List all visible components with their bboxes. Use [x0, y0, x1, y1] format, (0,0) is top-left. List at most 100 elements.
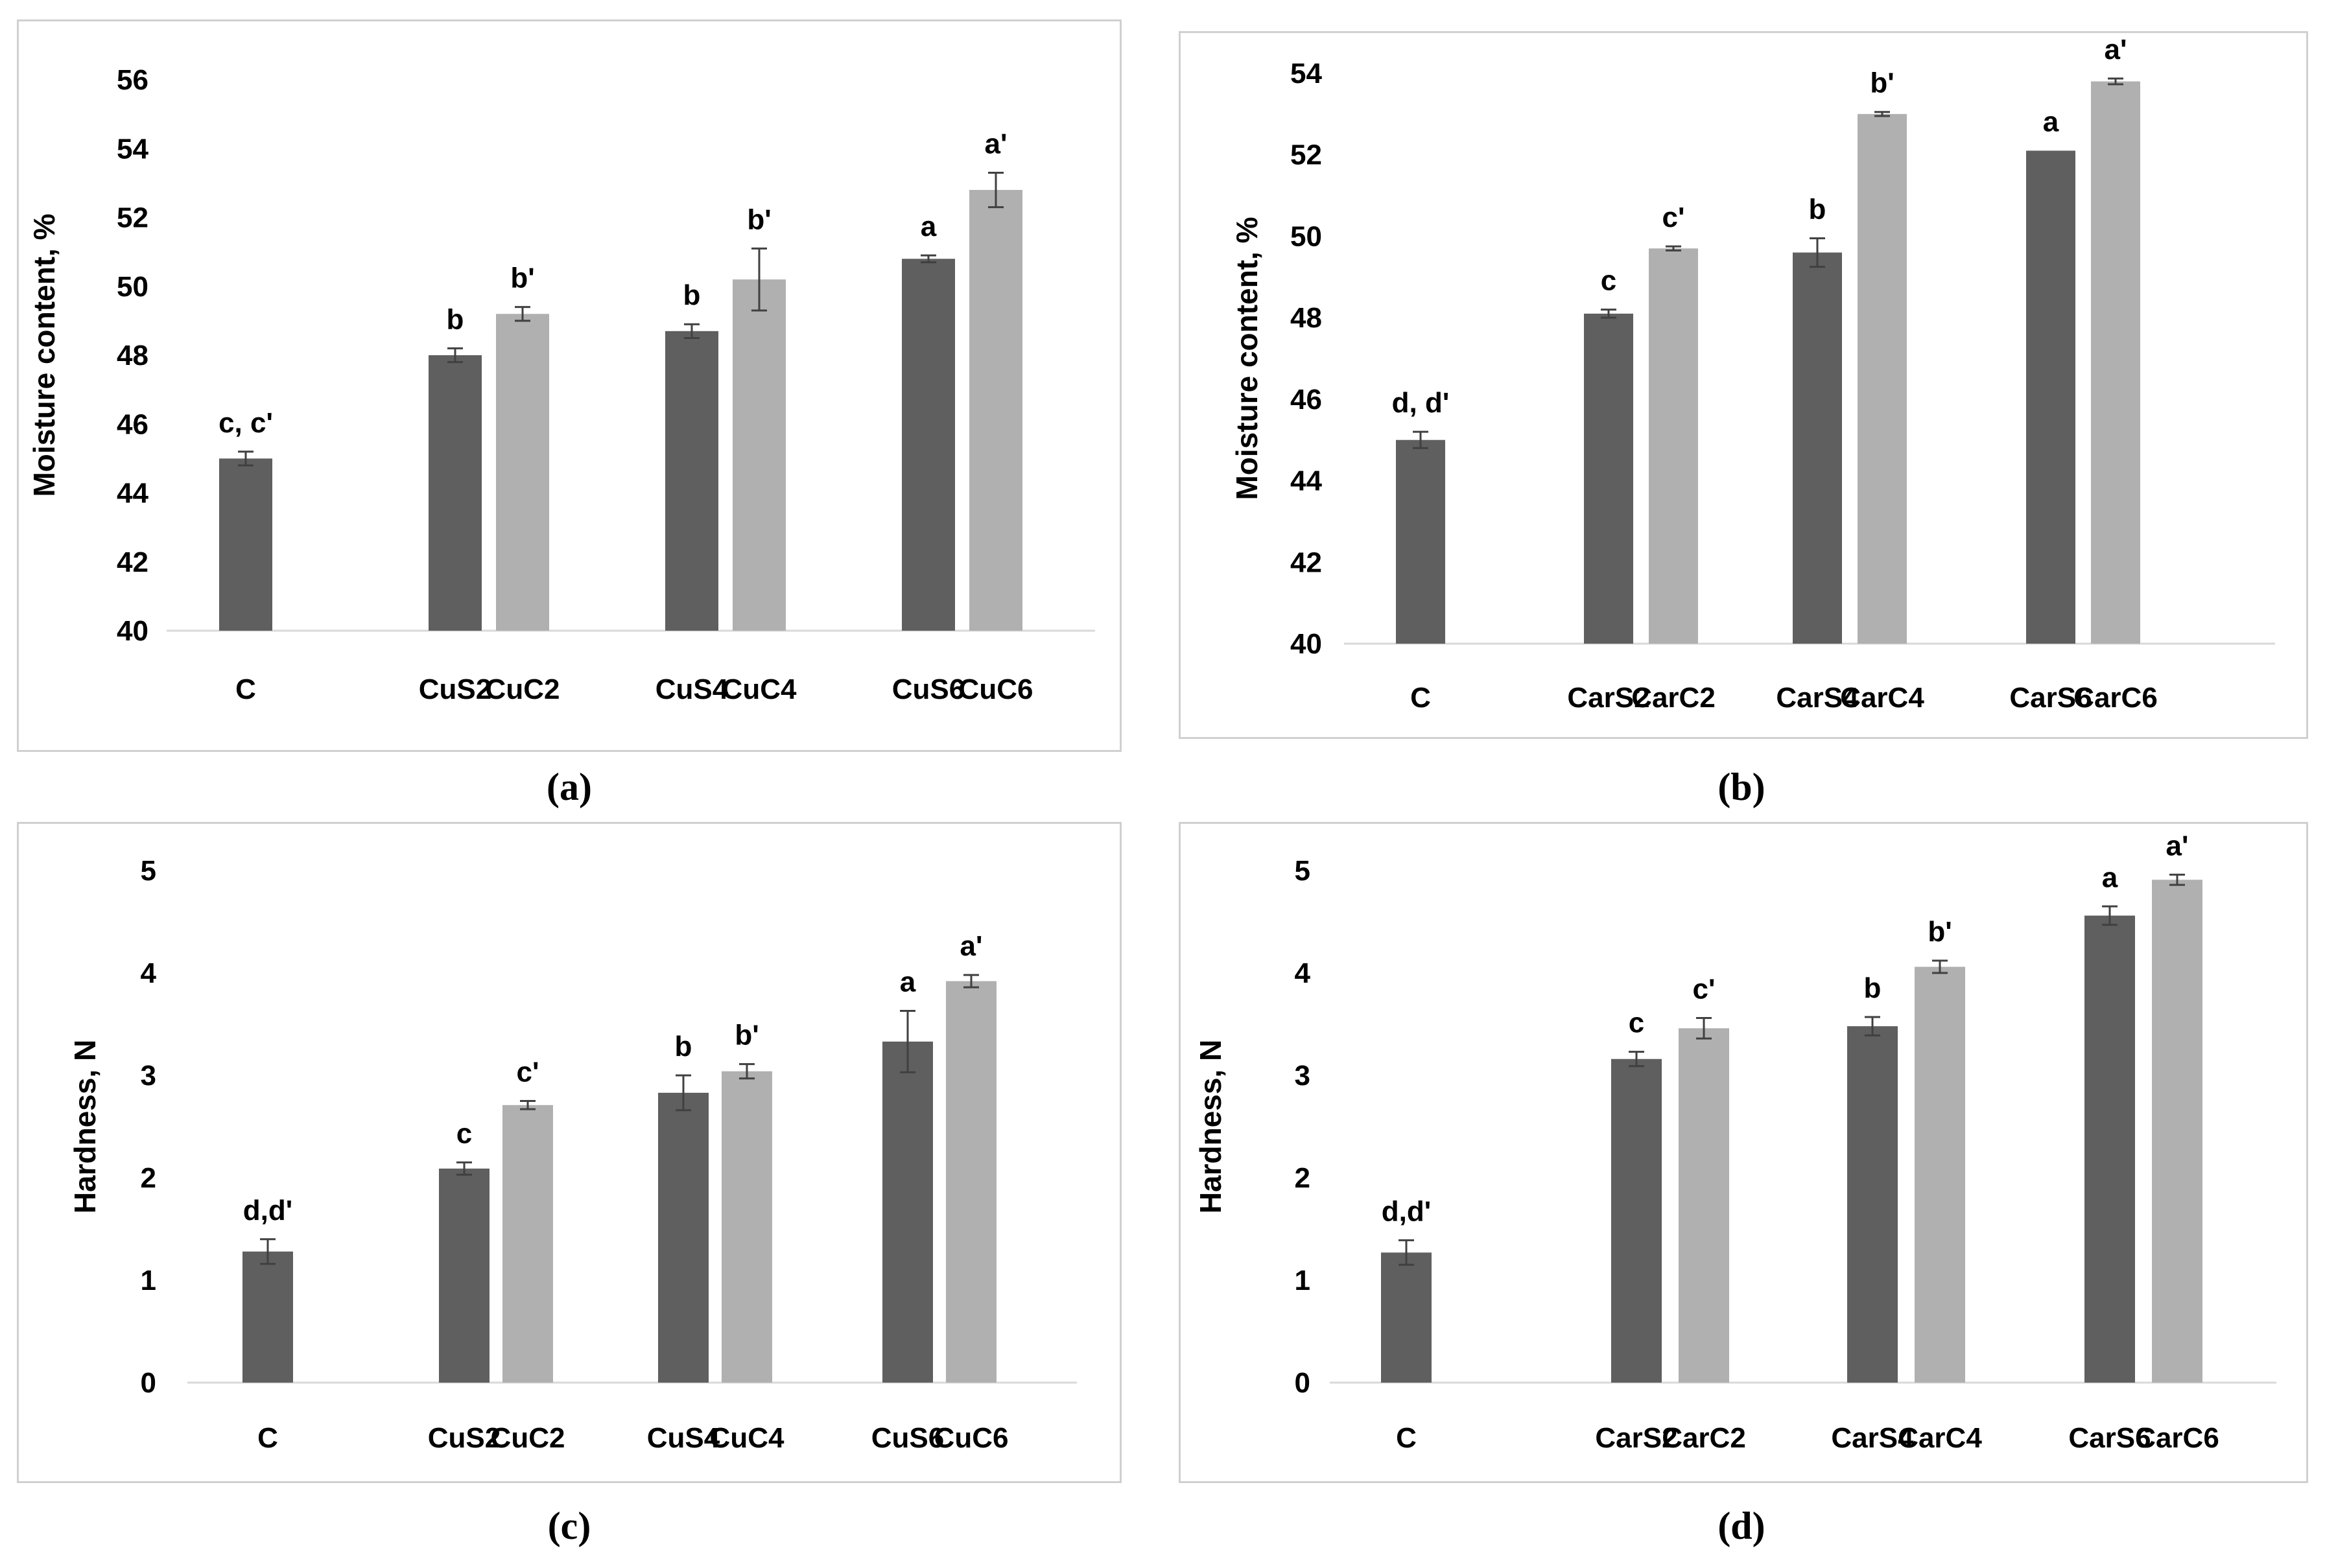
x-tick-label: C	[235, 673, 256, 705]
error-bar-carc2	[1666, 245, 1681, 252]
x-tick-label: CarC6	[2135, 1422, 2219, 1454]
y-tick-label: 5	[141, 855, 156, 887]
bar-cuc2	[502, 1105, 553, 1383]
error-bar-carc4	[1932, 959, 1948, 974]
bar-cus4	[665, 331, 718, 631]
significance-letter: d,d'	[243, 1195, 292, 1226]
x-tick-label: CuS2	[428, 1422, 501, 1454]
significance-letter: b'	[1870, 67, 1894, 99]
error-bar-cus6	[921, 254, 936, 264]
x-tick-label: CarC2	[1631, 682, 1716, 714]
y-axis-label: Moisture content, %	[27, 213, 61, 497]
y-axis-label: Hardness, N	[1194, 1040, 1227, 1213]
error-bar-cars2	[1629, 1051, 1644, 1068]
y-tick-label: 5	[1295, 855, 1310, 887]
bar-cars2	[1611, 1059, 1662, 1383]
significance-letter: a'	[2166, 830, 2189, 861]
y-tick-label: 1	[141, 1265, 156, 1296]
bar-cars2	[1584, 313, 1633, 644]
y-tick-label: 52	[117, 202, 148, 234]
significance-letter: c'	[1693, 974, 1716, 1005]
error-bar-cuc4	[739, 1063, 755, 1080]
x-tick-label: C	[1410, 682, 1431, 714]
x-tick-label: C	[257, 1422, 278, 1454]
bar-cus4	[658, 1092, 709, 1383]
x-tick-label: CuC6	[934, 1422, 1009, 1454]
error-bar-c	[260, 1238, 276, 1265]
significance-letter: b	[1809, 194, 1826, 226]
bar-cuc4	[722, 1071, 772, 1383]
error-bar-cus4	[684, 323, 700, 339]
error-bar-cars6	[2102, 905, 2118, 926]
bar-cus2	[439, 1168, 490, 1383]
x-tick-label: CuC2	[486, 673, 560, 705]
bar-cuc6	[946, 981, 997, 1383]
error-bar-carc6	[2108, 77, 2123, 86]
error-bar-carc2	[1696, 1017, 1712, 1040]
moisture-chart-car: 40 42 44 46 48 50 52 54 Moisture content, % d, d'…	[1230, 34, 2275, 714]
x-tick-label: CuS2	[419, 673, 491, 705]
bar-cuc4	[733, 279, 786, 631]
error-bar-cars4	[1810, 237, 1825, 268]
y-tick-label: 46	[117, 408, 148, 440]
x-tick-label: CarS4	[1776, 682, 1859, 714]
significance-letter: d,d'	[1382, 1195, 1431, 1227]
bar-carc4	[1858, 113, 1907, 644]
x-tick-label: CarC4	[1840, 682, 1924, 714]
chart-panel-a: 40 42 44 46 48 50 52 54 56 Moisture content, % c, …	[17, 19, 1122, 752]
y-tick-label: 48	[1290, 302, 1322, 334]
bar-carc4	[1915, 966, 1965, 1383]
caption-d: (d)	[1717, 1504, 1765, 1547]
y-tick-label: 52	[1290, 139, 1322, 171]
error-bar-cus2	[447, 347, 463, 364]
y-tick-label: 40	[117, 615, 148, 647]
bar-cus6	[882, 1041, 933, 1383]
y-tick-label: 56	[117, 64, 148, 96]
significance-letter: c	[1629, 1007, 1644, 1039]
x-tick-label: C	[1396, 1422, 1417, 1454]
caption-c: (c)	[547, 1504, 591, 1547]
y-tick-label: 3	[1295, 1060, 1310, 1092]
x-tick-label: CarS4	[1831, 1422, 1914, 1454]
error-bar-cuc4	[751, 247, 767, 312]
error-bar-cuc6	[988, 171, 1004, 209]
error-bar-c	[238, 451, 254, 467]
significance-letter: a	[900, 966, 916, 998]
bar-cars4	[1847, 1026, 1898, 1383]
y-tick-label: 0	[1295, 1367, 1310, 1399]
x-tick-label: CarS2	[1595, 1422, 1677, 1454]
y-tick-label: 48	[117, 340, 148, 371]
error-bar-cus4	[676, 1074, 691, 1112]
y-tick-label: 4	[141, 957, 157, 989]
y-axis-label: Moisture content, %	[1230, 216, 1264, 500]
significance-letter: b	[447, 303, 464, 335]
y-tick-label: 4	[1295, 957, 1311, 989]
significance-letter: b'	[1928, 916, 1952, 948]
error-bar-cars2	[1601, 309, 1616, 319]
y-tick-label: 50	[117, 271, 148, 303]
bar-c	[1381, 1252, 1432, 1383]
bar-c	[242, 1251, 293, 1383]
bar-carc6	[2152, 880, 2202, 1383]
hardness-chart-cu: 0 1 2 3 4 5 Hardness, N d,d' Cc CuS2 c' CuC2 b CuS4 b'…	[68, 855, 1077, 1454]
y-tick-label: 1	[1295, 1265, 1310, 1296]
x-tick-label: CuS6	[871, 1422, 944, 1454]
error-bar-cars4	[1865, 1016, 1880, 1036]
y-tick-label: 46	[1290, 384, 1322, 415]
y-tick-label: 42	[117, 546, 148, 578]
bar-cuc6	[969, 190, 1022, 631]
significance-letter: c'	[517, 1057, 539, 1088]
significance-letter: a	[2102, 861, 2118, 893]
significance-letter: a	[921, 211, 937, 242]
x-tick-label: CarS6	[2009, 682, 2092, 714]
error-bar-cuc2	[520, 1100, 536, 1110]
significance-letter: b	[675, 1031, 692, 1062]
significance-letter: b'	[510, 263, 534, 294]
y-tick-label: 54	[117, 133, 148, 165]
chart-panel-b: 40 42 44 46 48 50 52 54 Moisture content, % d, d'…	[1179, 31, 2308, 739]
bar-cars6	[2026, 150, 2075, 644]
x-tick-label: CuS6	[892, 673, 965, 705]
x-tick-label: CarC4	[1898, 1422, 1982, 1454]
